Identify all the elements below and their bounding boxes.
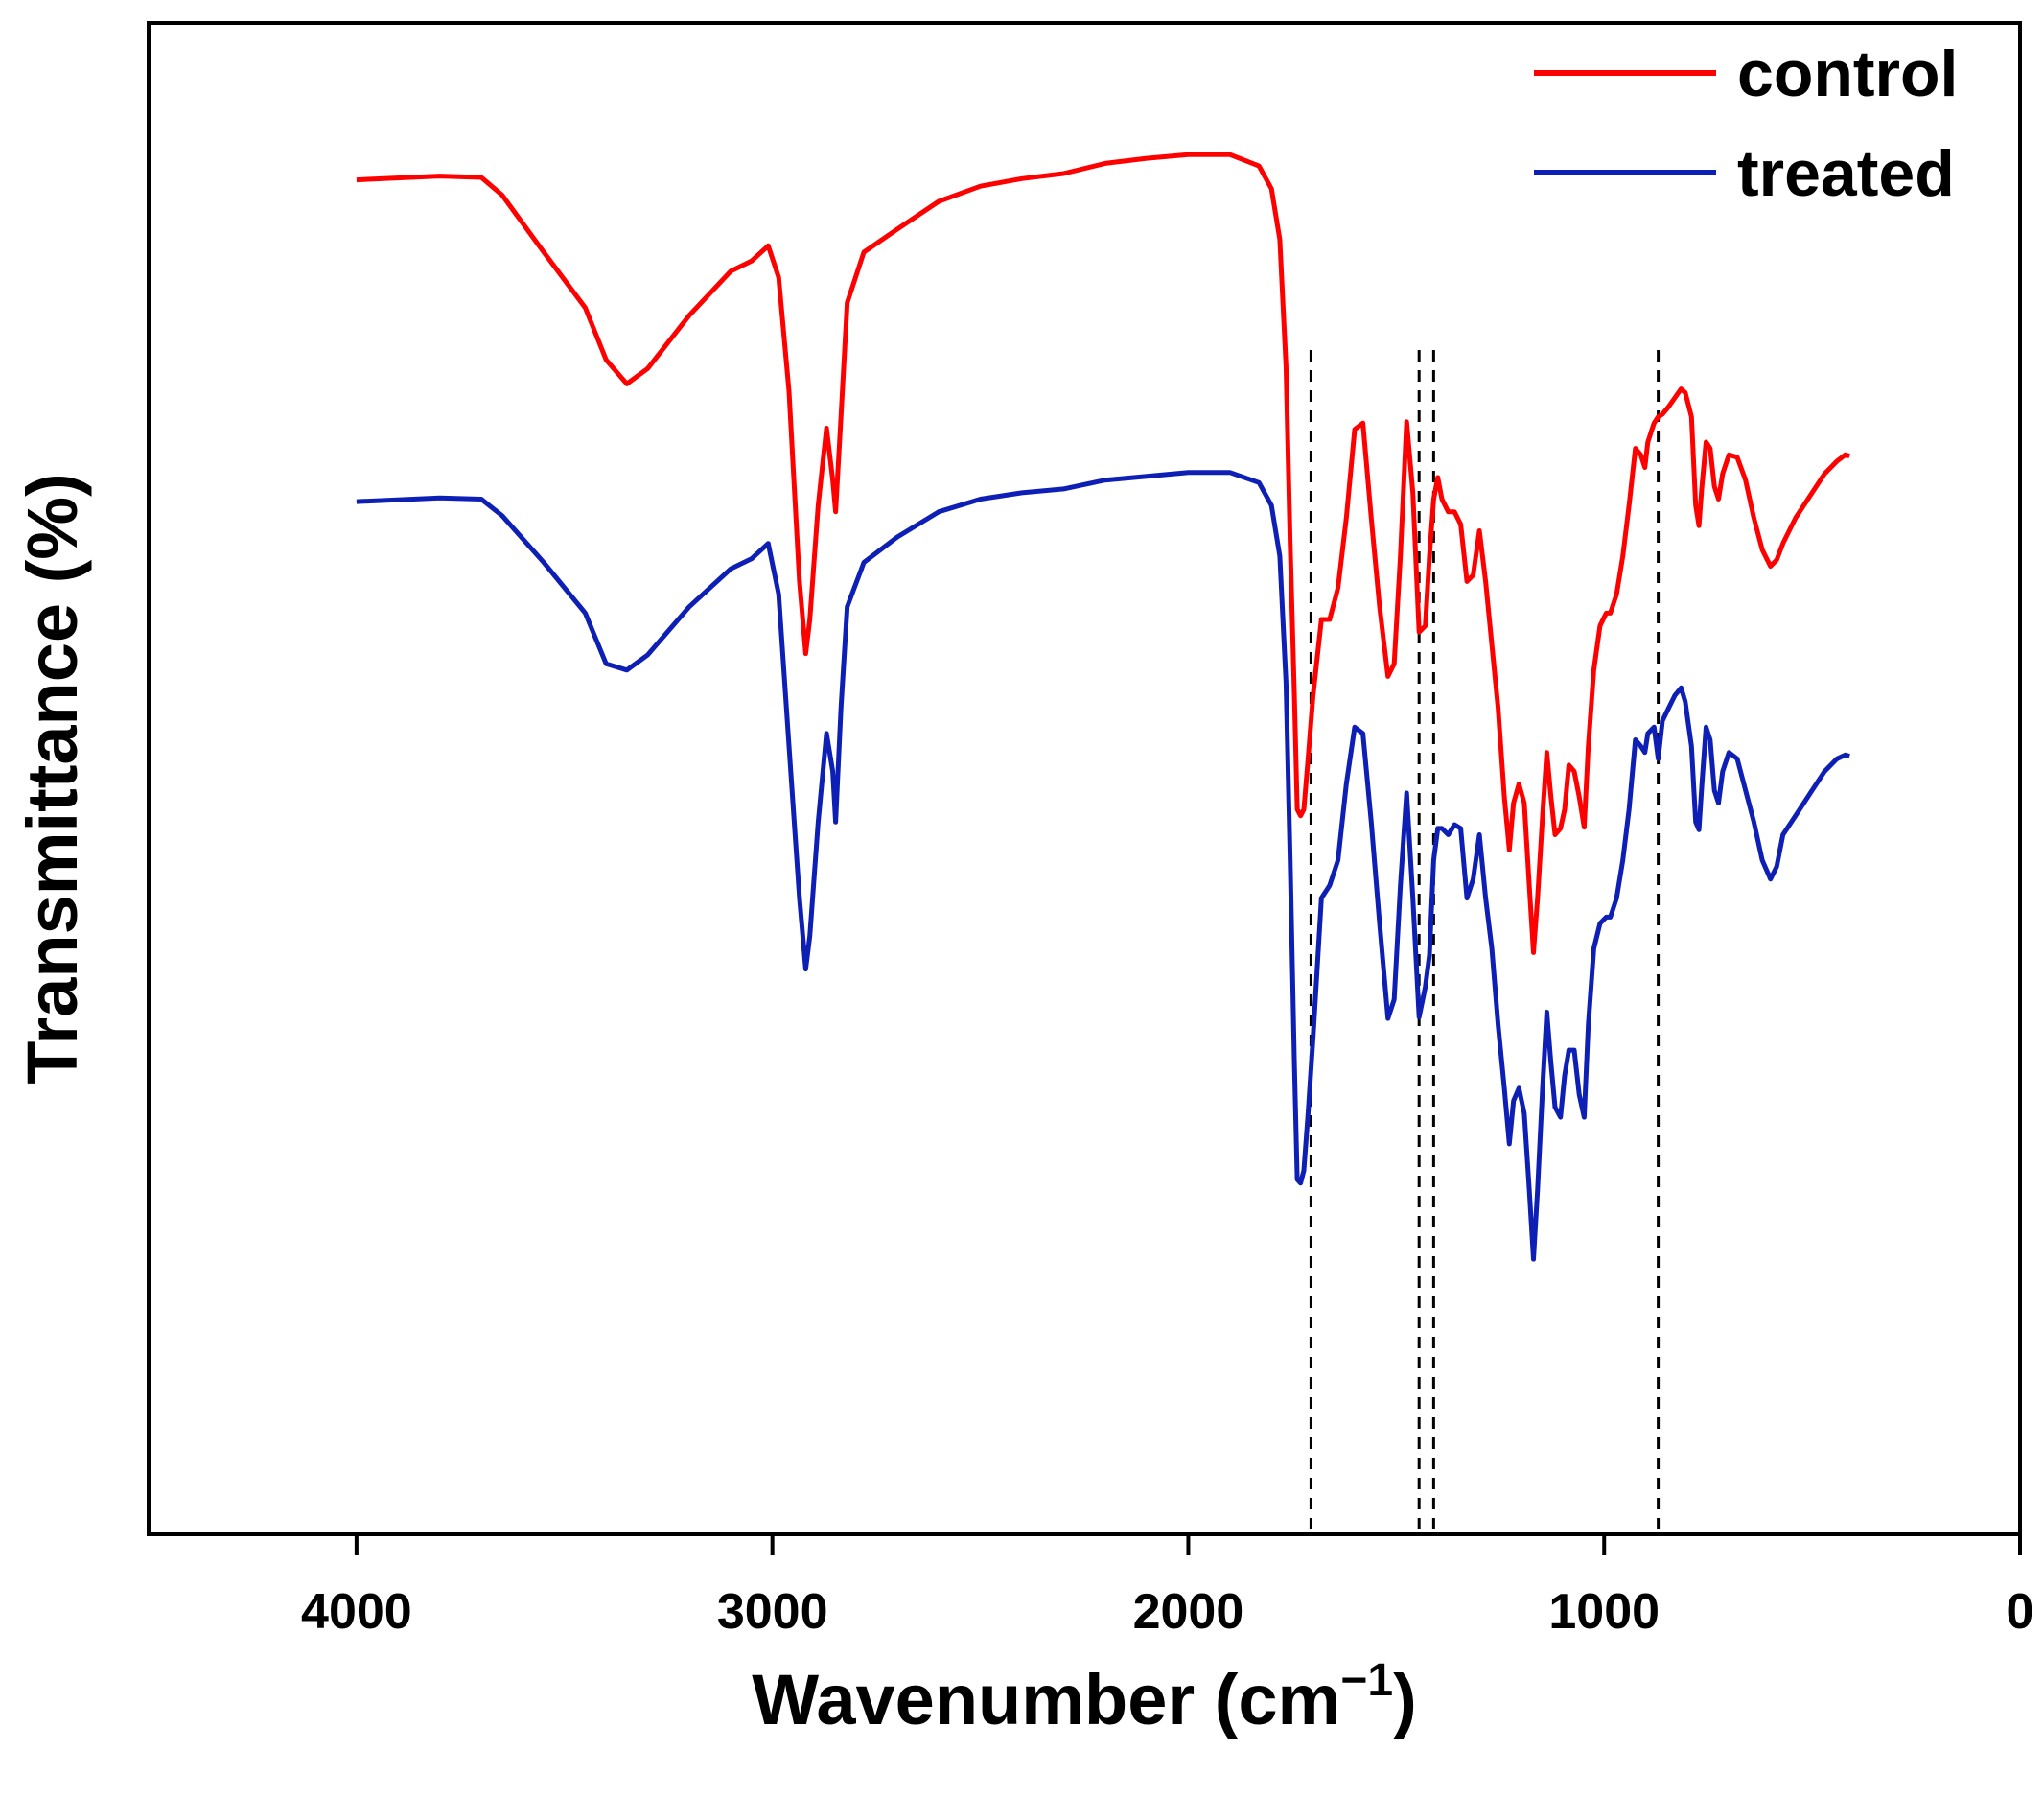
x-tick-label-1000: 1000 bbox=[1548, 1584, 1660, 1640]
plot-frame bbox=[147, 21, 2022, 1536]
x-axis-title: Wavenumber (cm−1) bbox=[752, 1655, 1416, 1739]
x-tick-label-3000: 3000 bbox=[717, 1584, 828, 1640]
x-tick-label-4000: 4000 bbox=[301, 1584, 412, 1640]
legend: control treated bbox=[1534, 37, 1958, 210]
x-tick-label-2000: 2000 bbox=[1133, 1584, 1244, 1640]
series-line-control bbox=[356, 152, 1850, 955]
x-axis-ticks: 4000 3000 2000 1000 0 bbox=[301, 1534, 2033, 1640]
legend-label-control: control bbox=[1737, 37, 1958, 110]
legend-label-treated: treated bbox=[1737, 137, 1955, 210]
series-line-treated bbox=[356, 470, 1850, 1262]
y-axis-title: Transmittance (%) bbox=[12, 473, 92, 1084]
plot-area bbox=[147, 21, 2022, 1536]
reference-lines bbox=[1309, 350, 1661, 1534]
x-tick-label-0: 0 bbox=[2007, 1584, 2034, 1640]
series-layer bbox=[356, 152, 1850, 1262]
